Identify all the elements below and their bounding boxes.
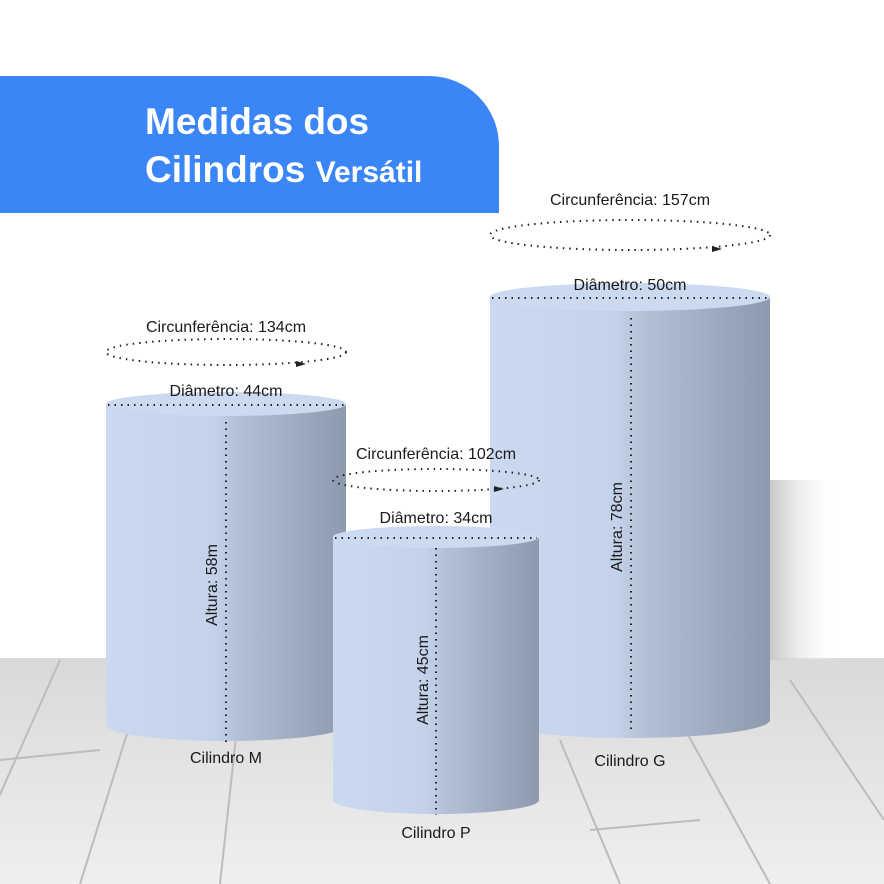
height-label: Altura: 45cm — [415, 635, 432, 725]
circumference-arrow — [489, 219, 771, 251]
cylinder-p: Circunferência: 102cm Diâmetro: 34cm Alt… — [332, 446, 540, 842]
cylinder-m: Circunferência: 134cm Diâmetro: 44cm Alt… — [105, 319, 347, 767]
cylinder-name: Cilindro P — [401, 825, 470, 842]
page-title: Medidas dos Cilindros Versátil — [145, 98, 422, 197]
title-line-1: Medidas dos — [145, 101, 370, 142]
height-label: Altura: 58m — [204, 544, 221, 626]
circumference-label: Circunferência: 157cm — [550, 192, 710, 209]
diameter-label: Diâmetro: 50cm — [574, 277, 687, 294]
diameter-label: Diâmetro: 44cm — [170, 383, 283, 400]
circumference-label: Circunferência: 102cm — [356, 446, 516, 463]
cylinder-name: Cilindro G — [594, 753, 665, 770]
cylinder-g: Circunferência: 157cm Diâmetro: 50cm Alt… — [489, 192, 771, 770]
title-main: Cilindros — [145, 149, 306, 190]
height-label: Altura: 78cm — [609, 482, 626, 572]
title-sub: Versátil — [315, 156, 423, 189]
circumference-arrow — [332, 468, 540, 492]
circumference-label: Circunferência: 134cm — [146, 319, 306, 336]
floor-planks — [0, 659, 884, 884]
title-line-2: Cilindros Versátil — [145, 146, 422, 197]
diameter-label: Diâmetro: 34cm — [380, 510, 493, 527]
circumference-arrow — [105, 338, 347, 366]
shadow — [770, 480, 840, 660]
title-banner — [0, 76, 499, 213]
cylinder-name: Cilindro M — [190, 750, 262, 767]
